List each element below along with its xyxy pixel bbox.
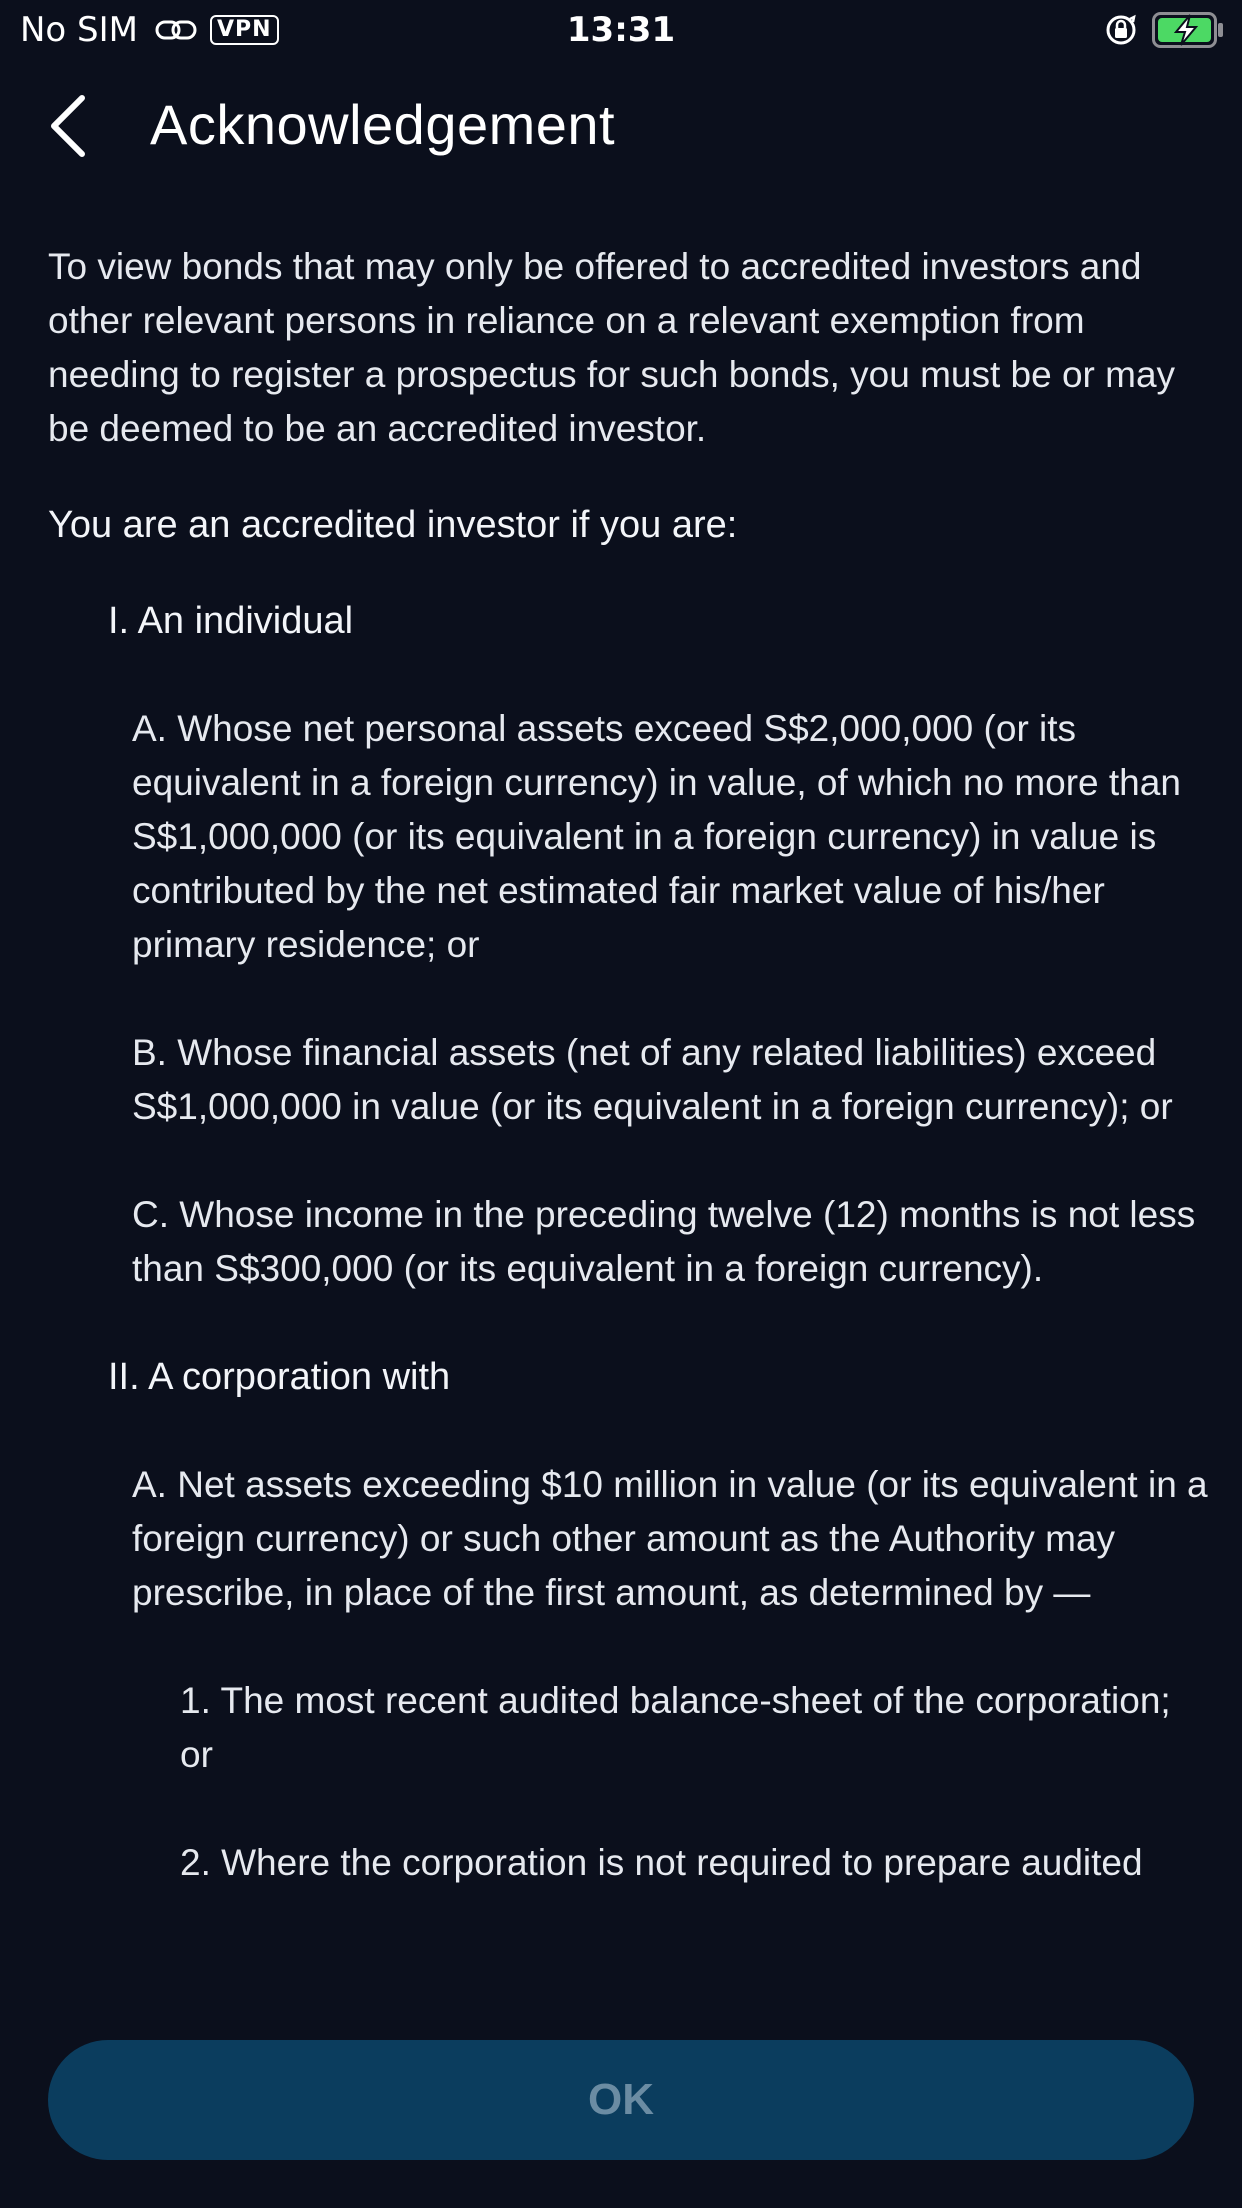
intro-paragraph: To view bonds that may only be offered t…: [48, 246, 1176, 449]
vpn-badge: VPN: [210, 15, 279, 45]
link-icon: [155, 20, 197, 40]
carrier-label: No SIM: [20, 10, 138, 50]
rotation-lock-icon: [1106, 14, 1136, 45]
subclause-corporation-1: 1. The most recent audited balance-sheet…: [180, 1680, 1171, 1775]
section-title-corporation: II. A corporation with: [108, 1356, 451, 1398]
status-time: 13:31: [566, 10, 676, 50]
chevron-left-icon[interactable]: [46, 94, 90, 158]
ok-button[interactable]: OK: [48, 2040, 1194, 2160]
clause-corporation-a: A. Net assets exceeding $10 million in v…: [132, 1464, 1208, 1613]
battery-charging-icon: [1152, 12, 1223, 48]
status-left: No SIM VPN: [20, 10, 279, 50]
header: Acknowledgement: [0, 70, 1242, 182]
subclause-corporation-2: 2. Where the corporation is not required…: [180, 1842, 1143, 1883]
status-right: [1104, 12, 1224, 48]
status-bar: No SIM VPN 13:31: [0, 0, 1242, 62]
accredited-heading: You are an accredited investor if you ar…: [48, 504, 738, 546]
acknowledgement-content[interactable]: To view bonds that may only be offered t…: [48, 240, 1208, 2030]
section-title-individual: I. An individual: [108, 600, 354, 642]
clause-individual-b: B. Whose financial assets (net of any re…: [132, 1032, 1173, 1127]
clause-individual-c: C. Whose income in the preceding twelve …: [132, 1194, 1196, 1289]
clause-individual-a: A. Whose net personal assets exceed S$2,…: [132, 708, 1181, 965]
page-title: Acknowledgement: [150, 93, 616, 156]
